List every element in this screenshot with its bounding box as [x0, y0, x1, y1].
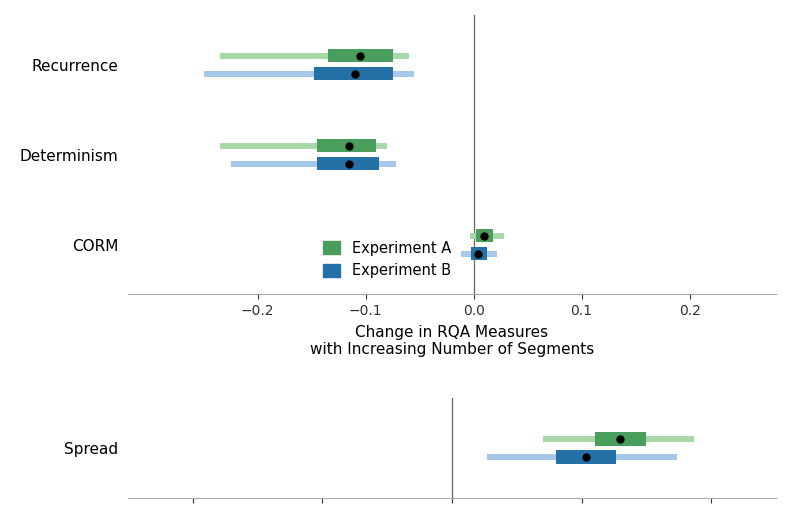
Bar — [317, 139, 376, 152]
Bar — [542, 436, 694, 442]
Bar — [317, 157, 378, 171]
Legend: Experiment A, Experiment B: Experiment A, Experiment B — [317, 235, 457, 284]
Bar — [471, 247, 486, 261]
Bar — [461, 250, 498, 257]
Bar — [204, 71, 414, 77]
Bar — [476, 229, 493, 242]
Bar — [314, 67, 393, 80]
Bar — [470, 233, 504, 239]
Bar — [486, 454, 677, 460]
X-axis label: Change in RQA Measures
with Increasing Number of Segments: Change in RQA Measures with Increasing N… — [310, 325, 594, 357]
Bar — [328, 49, 393, 62]
Bar — [230, 161, 396, 167]
Bar — [220, 143, 387, 149]
Bar — [594, 432, 646, 446]
Bar — [220, 52, 409, 59]
Bar — [556, 450, 616, 464]
